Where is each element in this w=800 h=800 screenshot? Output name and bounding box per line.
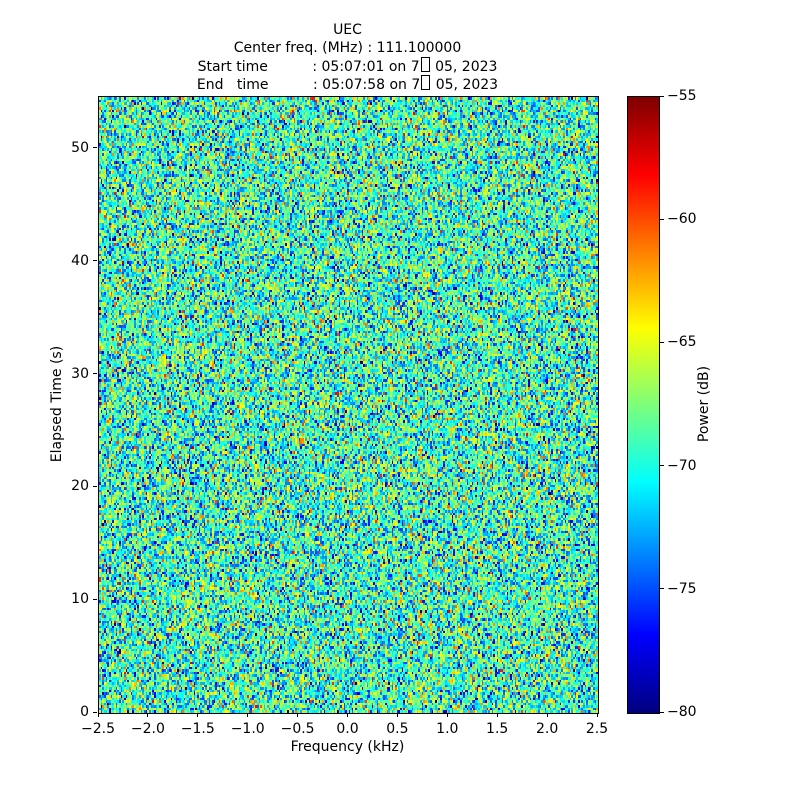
colorbar-tick-label: −55 [667,88,697,104]
x-axis-tick [446,713,448,717]
y-axis-tick [93,147,97,149]
x-axis-tick [97,713,99,717]
y-axis-tick [93,485,97,487]
x-axis-tick [197,713,199,717]
colorbar-tick [660,95,664,97]
x-tick-label: 1.5 [486,721,509,737]
y-tick-label: 10 [71,591,89,608]
x-tick-label: −1.0 [230,721,265,737]
colorbar-tick [660,588,664,590]
y-axis-tick [93,711,97,713]
colorbar [627,96,660,714]
x-axis-tick [297,713,299,717]
x-tick-label: −2.0 [130,721,165,737]
center-freq-line: Center freq. (MHz) : 111.100000 [233,40,462,56]
x-axis-tick [147,713,149,717]
colorbar-tick [660,341,664,343]
x-axis-tick [347,713,348,717]
x-axis-tick [247,713,249,717]
plot-area [98,96,599,714]
x-axis-label: Frequency (kHz) [290,739,405,755]
colorbar-tick-label: −80 [667,704,697,720]
colorbar-tick-label: −65 [667,334,697,351]
x-axis-tick [496,713,498,717]
x-axis-tick [546,713,548,717]
x-tick-label: 1.0 [436,721,459,737]
x-tick-label: −1.5 [180,721,215,737]
y-axis-label: Elapsed Time (s) [49,345,65,463]
y-axis-tick [93,598,97,600]
y-axis-tick [93,373,97,375]
y-tick-label: 40 [71,252,89,269]
x-tick-label: 2.5 [585,721,609,737]
x-tick-label: 0.0 [336,721,359,737]
start-time-date: 05, 2023 [430,59,498,75]
colorbar-tick [660,218,664,220]
colorbar-tick-label: −70 [667,457,697,474]
x-axis-tick [396,713,398,717]
start-time-text: Start time : 05:07:01 on 7 [197,59,420,75]
start-time-line: Start time : 05:07:01 on 7 05, 2023 [98,57,597,76]
x-tick-label: −0.5 [280,721,315,737]
colorbar-label: Power (dB) [696,365,712,443]
x-axis-tick [596,713,598,717]
end-time-date: 05, 2023 [431,77,499,93]
spectrogram-heatmap [99,97,598,713]
y-tick-label: 50 [71,139,89,156]
y-tick-label: 0 [80,704,89,720]
y-axis-tick [93,260,97,262]
end-time-text: End time : 05:07:58 on 7 [196,77,421,93]
colorbar-tick-label: −75 [667,580,697,597]
y-tick-label: 20 [71,478,89,495]
y-tick-label: 30 [71,365,89,382]
colorbar-gradient [628,97,659,713]
missing-glyph-box [420,57,430,72]
colorbar-tick [660,711,664,713]
missing-glyph-box [421,75,431,90]
x-tick-label: 0.5 [386,721,409,737]
title: UEC [333,22,362,38]
x-tick-label: 2.0 [535,721,559,737]
colorbar-tick-label: −60 [667,211,697,228]
colorbar-tick [660,465,664,467]
x-tick-label: −2.5 [81,721,115,737]
end-time-line: End time : 05:07:58 on 7 05, 2023 [98,75,597,94]
